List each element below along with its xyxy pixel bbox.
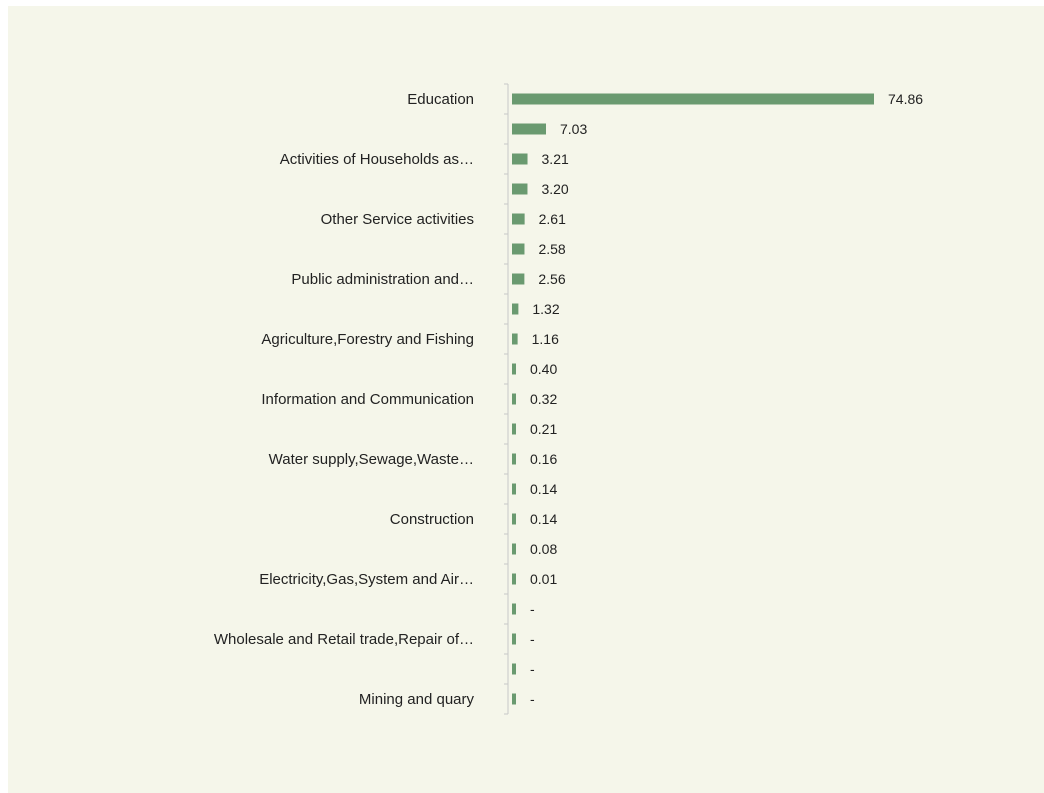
bar	[512, 363, 516, 375]
bar-value-label: 74.86	[888, 91, 923, 107]
bar-value-label: 0.01	[530, 571, 557, 587]
bar	[512, 303, 519, 315]
bar	[512, 423, 516, 435]
bar-value-label: 7.03	[560, 121, 587, 137]
bar	[512, 483, 516, 495]
bar-value-label: -	[530, 601, 535, 617]
bar-chart: Education Activities of Households as… Oth…	[214, 83, 923, 715]
bar	[512, 213, 525, 225]
category-label: Activities of Households as…	[280, 151, 474, 168]
bar-value-label: -	[530, 661, 535, 677]
bar-value-label: 2.58	[538, 241, 565, 257]
axis-layer	[504, 83, 509, 715]
bars	[512, 93, 874, 705]
data-labels: 74.86 7.03 3.21 3.20 2.61 2.58 2.56 1.32 1.16 0.4…	[530, 91, 923, 707]
bar-value-label: -	[530, 691, 535, 707]
bar-value-label: 0.21	[530, 421, 557, 437]
bar-value-label: 0.16	[530, 451, 557, 467]
bar-value-label: -	[530, 631, 535, 647]
category-label: Information and Communication	[261, 391, 474, 408]
bar	[512, 603, 516, 615]
bar-value-label: 3.21	[542, 151, 569, 167]
bar-value-label: 1.16	[532, 331, 559, 347]
bar-value-label: 2.56	[538, 271, 565, 287]
category-label: Construction	[390, 511, 474, 528]
chart-area: Education Activities of Households as… Oth…	[8, 6, 1044, 793]
bar	[512, 693, 516, 705]
category-label: Electricity,Gas,System and Air…	[259, 571, 474, 588]
bar	[512, 273, 525, 285]
bar-value-label: 0.32	[530, 391, 557, 407]
bar-value-label: 0.14	[530, 481, 557, 497]
bar-value-label: 1.32	[532, 301, 559, 317]
bar	[512, 573, 516, 585]
category-label: Public administration and…	[291, 271, 474, 288]
category-label: Mining and quary	[359, 691, 475, 708]
bar	[512, 453, 516, 465]
bar	[512, 333, 518, 345]
category-label: Wholesale and Retail trade,Repair of…	[214, 631, 474, 648]
bar	[512, 513, 516, 525]
bar	[512, 243, 525, 255]
bar-value-label: 3.20	[541, 181, 568, 197]
bar	[512, 123, 546, 135]
category-label: Other Service activities	[321, 211, 474, 228]
bar	[512, 633, 516, 645]
bar	[512, 153, 528, 165]
bar	[512, 183, 528, 195]
bar	[512, 663, 516, 675]
bar	[512, 543, 516, 555]
category-labels: Education Activities of Households as… Oth…	[214, 91, 475, 708]
bar-value-label: 0.40	[530, 361, 557, 377]
category-label: Water supply,Sewage,Waste…	[269, 451, 474, 468]
bar-value-label: 2.61	[539, 211, 566, 227]
bar	[512, 93, 874, 105]
category-label: Education	[407, 91, 474, 108]
bar-value-label: 0.14	[530, 511, 557, 527]
category-label: Agriculture,Forestry and Fishing	[261, 331, 474, 348]
bar-value-label: 0.08	[530, 541, 557, 557]
bar	[512, 393, 516, 405]
